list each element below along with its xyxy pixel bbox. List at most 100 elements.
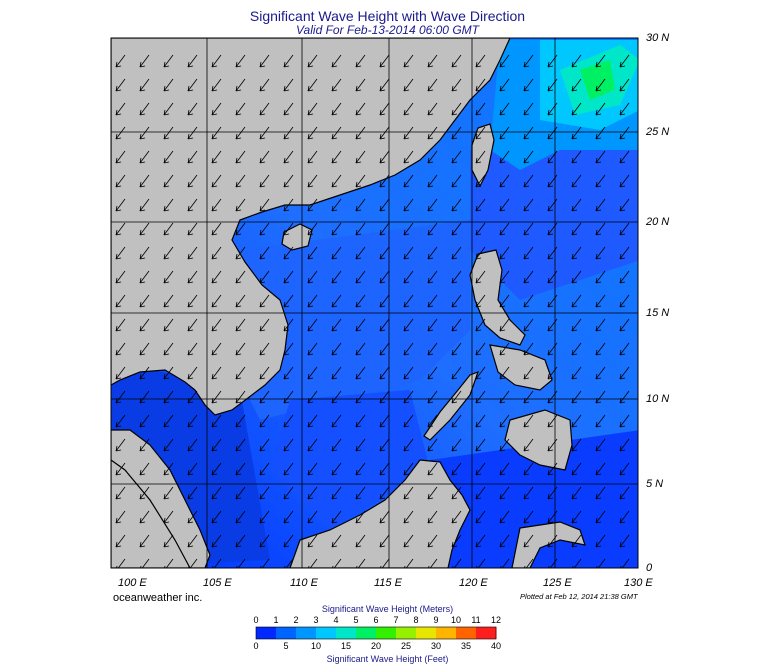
- wave-arrow: [187, 366, 198, 380]
- wave-arrow: [163, 342, 174, 356]
- wave-direction-arrows: [115, 54, 630, 568]
- wave-arrow: [547, 294, 558, 308]
- colorbar-feet-tick: 30: [430, 641, 441, 651]
- wave-arrow: [379, 102, 390, 116]
- wave-arrow: [331, 462, 342, 476]
- wave-arrow: [451, 198, 462, 212]
- colorbar-meters-tick: 9: [433, 615, 439, 625]
- wave-arrow: [283, 246, 294, 260]
- wave-arrow: [403, 174, 414, 188]
- wave-arrow: [331, 342, 342, 356]
- wave-arrow: [403, 510, 414, 524]
- wave-arrow: [571, 54, 582, 68]
- wave-arrow: [619, 510, 630, 524]
- colorbar-segment: [376, 627, 397, 639]
- wave-arrow: [451, 126, 462, 140]
- wave-arrow: [283, 102, 294, 116]
- wave-arrow: [139, 510, 150, 524]
- wave-arrow: [259, 102, 270, 116]
- wave-arrow: [499, 438, 510, 452]
- wave-arrow: [571, 174, 582, 188]
- wave-arrow: [619, 486, 630, 500]
- wave-arrow: [139, 486, 150, 500]
- colorbar-meters-tick: 2: [293, 615, 299, 625]
- wave-arrow: [211, 342, 222, 356]
- wave-arrow: [235, 438, 246, 452]
- wave-arrow: [236, 558, 246, 568]
- wave-arrow: [259, 414, 270, 428]
- wave-arrow: [379, 222, 390, 236]
- wave-arrow: [379, 294, 390, 308]
- wave-arrow: [379, 270, 390, 284]
- wave-arrow: [355, 510, 366, 524]
- wave-arrow: [332, 558, 342, 568]
- colorbar-segment: [416, 627, 437, 639]
- wave-arrow: [211, 366, 222, 380]
- wave-arrow: [619, 534, 630, 548]
- wave-arrow: [427, 366, 438, 380]
- wave-arrow: [163, 102, 174, 116]
- wave-arrow: [619, 222, 630, 236]
- wave-arrow: [331, 174, 342, 188]
- wave-arrow: [403, 414, 414, 428]
- wave-arrow: [499, 534, 510, 548]
- wave-arrow: [307, 366, 318, 380]
- wave-arrow: [115, 78, 126, 92]
- wave-arrow: [187, 294, 198, 308]
- wave-arrow: [523, 534, 534, 548]
- wave-arrow: [427, 414, 438, 428]
- wave-arrow: [211, 510, 222, 524]
- wave-arrow: [619, 198, 630, 212]
- wave-arrow: [235, 486, 246, 500]
- wave-arrow: [595, 198, 606, 212]
- wave-arrow: [259, 270, 270, 284]
- wave-arrow: [139, 126, 150, 140]
- wave-arrow: [259, 366, 270, 380]
- wave-arrow: [307, 486, 318, 500]
- wave-arrow: [283, 150, 294, 164]
- wave-arrow: [403, 318, 414, 332]
- wave-arrow: [451, 78, 462, 92]
- wave-arrow: [211, 270, 222, 284]
- wave-arrow: [476, 558, 486, 568]
- wave-arrow: [187, 510, 198, 524]
- wave-arrow: [403, 54, 414, 68]
- wave-arrow: [403, 294, 414, 308]
- wave-arrow: [547, 126, 558, 140]
- wave-arrow: [187, 54, 198, 68]
- wave-arrow: [307, 414, 318, 428]
- wave-arrow: [547, 246, 558, 260]
- wave-arrow: [307, 246, 318, 260]
- wave-arrow: [356, 558, 366, 568]
- wave-arrow: [451, 318, 462, 332]
- wave-arrow: [451, 270, 462, 284]
- wave-arrow: [235, 54, 246, 68]
- wave-arrow: [547, 342, 558, 356]
- wave-arrow: [379, 174, 390, 188]
- wave-arrow: [163, 510, 174, 524]
- wave-arrow: [451, 366, 462, 380]
- wave-arrow: [163, 54, 174, 68]
- wave-arrow: [115, 198, 126, 212]
- wave-arrow: [427, 342, 438, 356]
- wave-arrow: [499, 198, 510, 212]
- wave-arrow: [403, 270, 414, 284]
- wave-arrow: [211, 126, 222, 140]
- wave-arrow: [283, 486, 294, 500]
- wave-arrow: [619, 174, 630, 188]
- sumatra-island: [111, 459, 191, 568]
- wave-arrow: [163, 222, 174, 236]
- wave-arrow: [475, 534, 486, 548]
- wave-arrow: [235, 126, 246, 140]
- wave-arrow: [548, 558, 558, 568]
- wave-arrow: [355, 294, 366, 308]
- wave-arrow: [163, 318, 174, 332]
- wave-arrow: [331, 318, 342, 332]
- wave-arrow: [499, 414, 510, 428]
- wave-arrow: [187, 174, 198, 188]
- wave-arrow: [595, 174, 606, 188]
- wave-arrow: [451, 150, 462, 164]
- palawan-island: [423, 370, 479, 441]
- wave-arrow: [523, 222, 534, 236]
